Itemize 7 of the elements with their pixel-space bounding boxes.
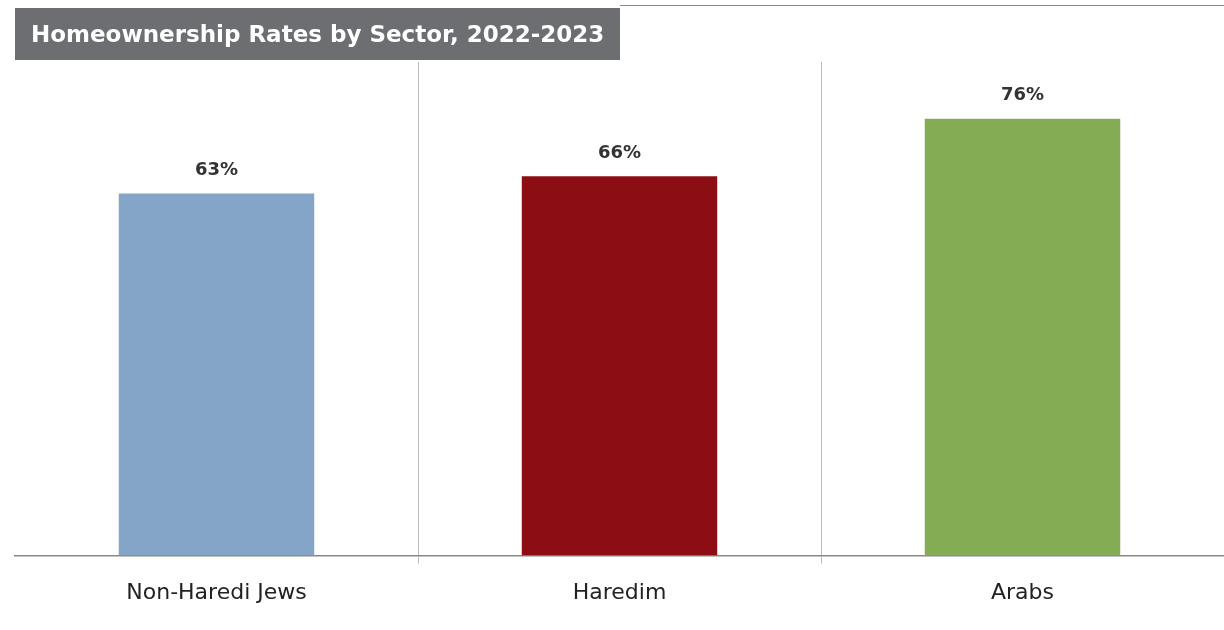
data-label: 76% bbox=[1000, 83, 1045, 105]
data-label: 66% bbox=[597, 140, 642, 162]
x-tick-label: Haredim bbox=[572, 578, 667, 604]
x-tick-label: Non-Haredi Jews bbox=[126, 578, 307, 604]
x-tick-label: Arabs bbox=[990, 578, 1055, 604]
data-label: 63% bbox=[194, 158, 239, 180]
chart-title: Homeownership Rates by Sector, 2022-2023 bbox=[15, 8, 621, 60]
